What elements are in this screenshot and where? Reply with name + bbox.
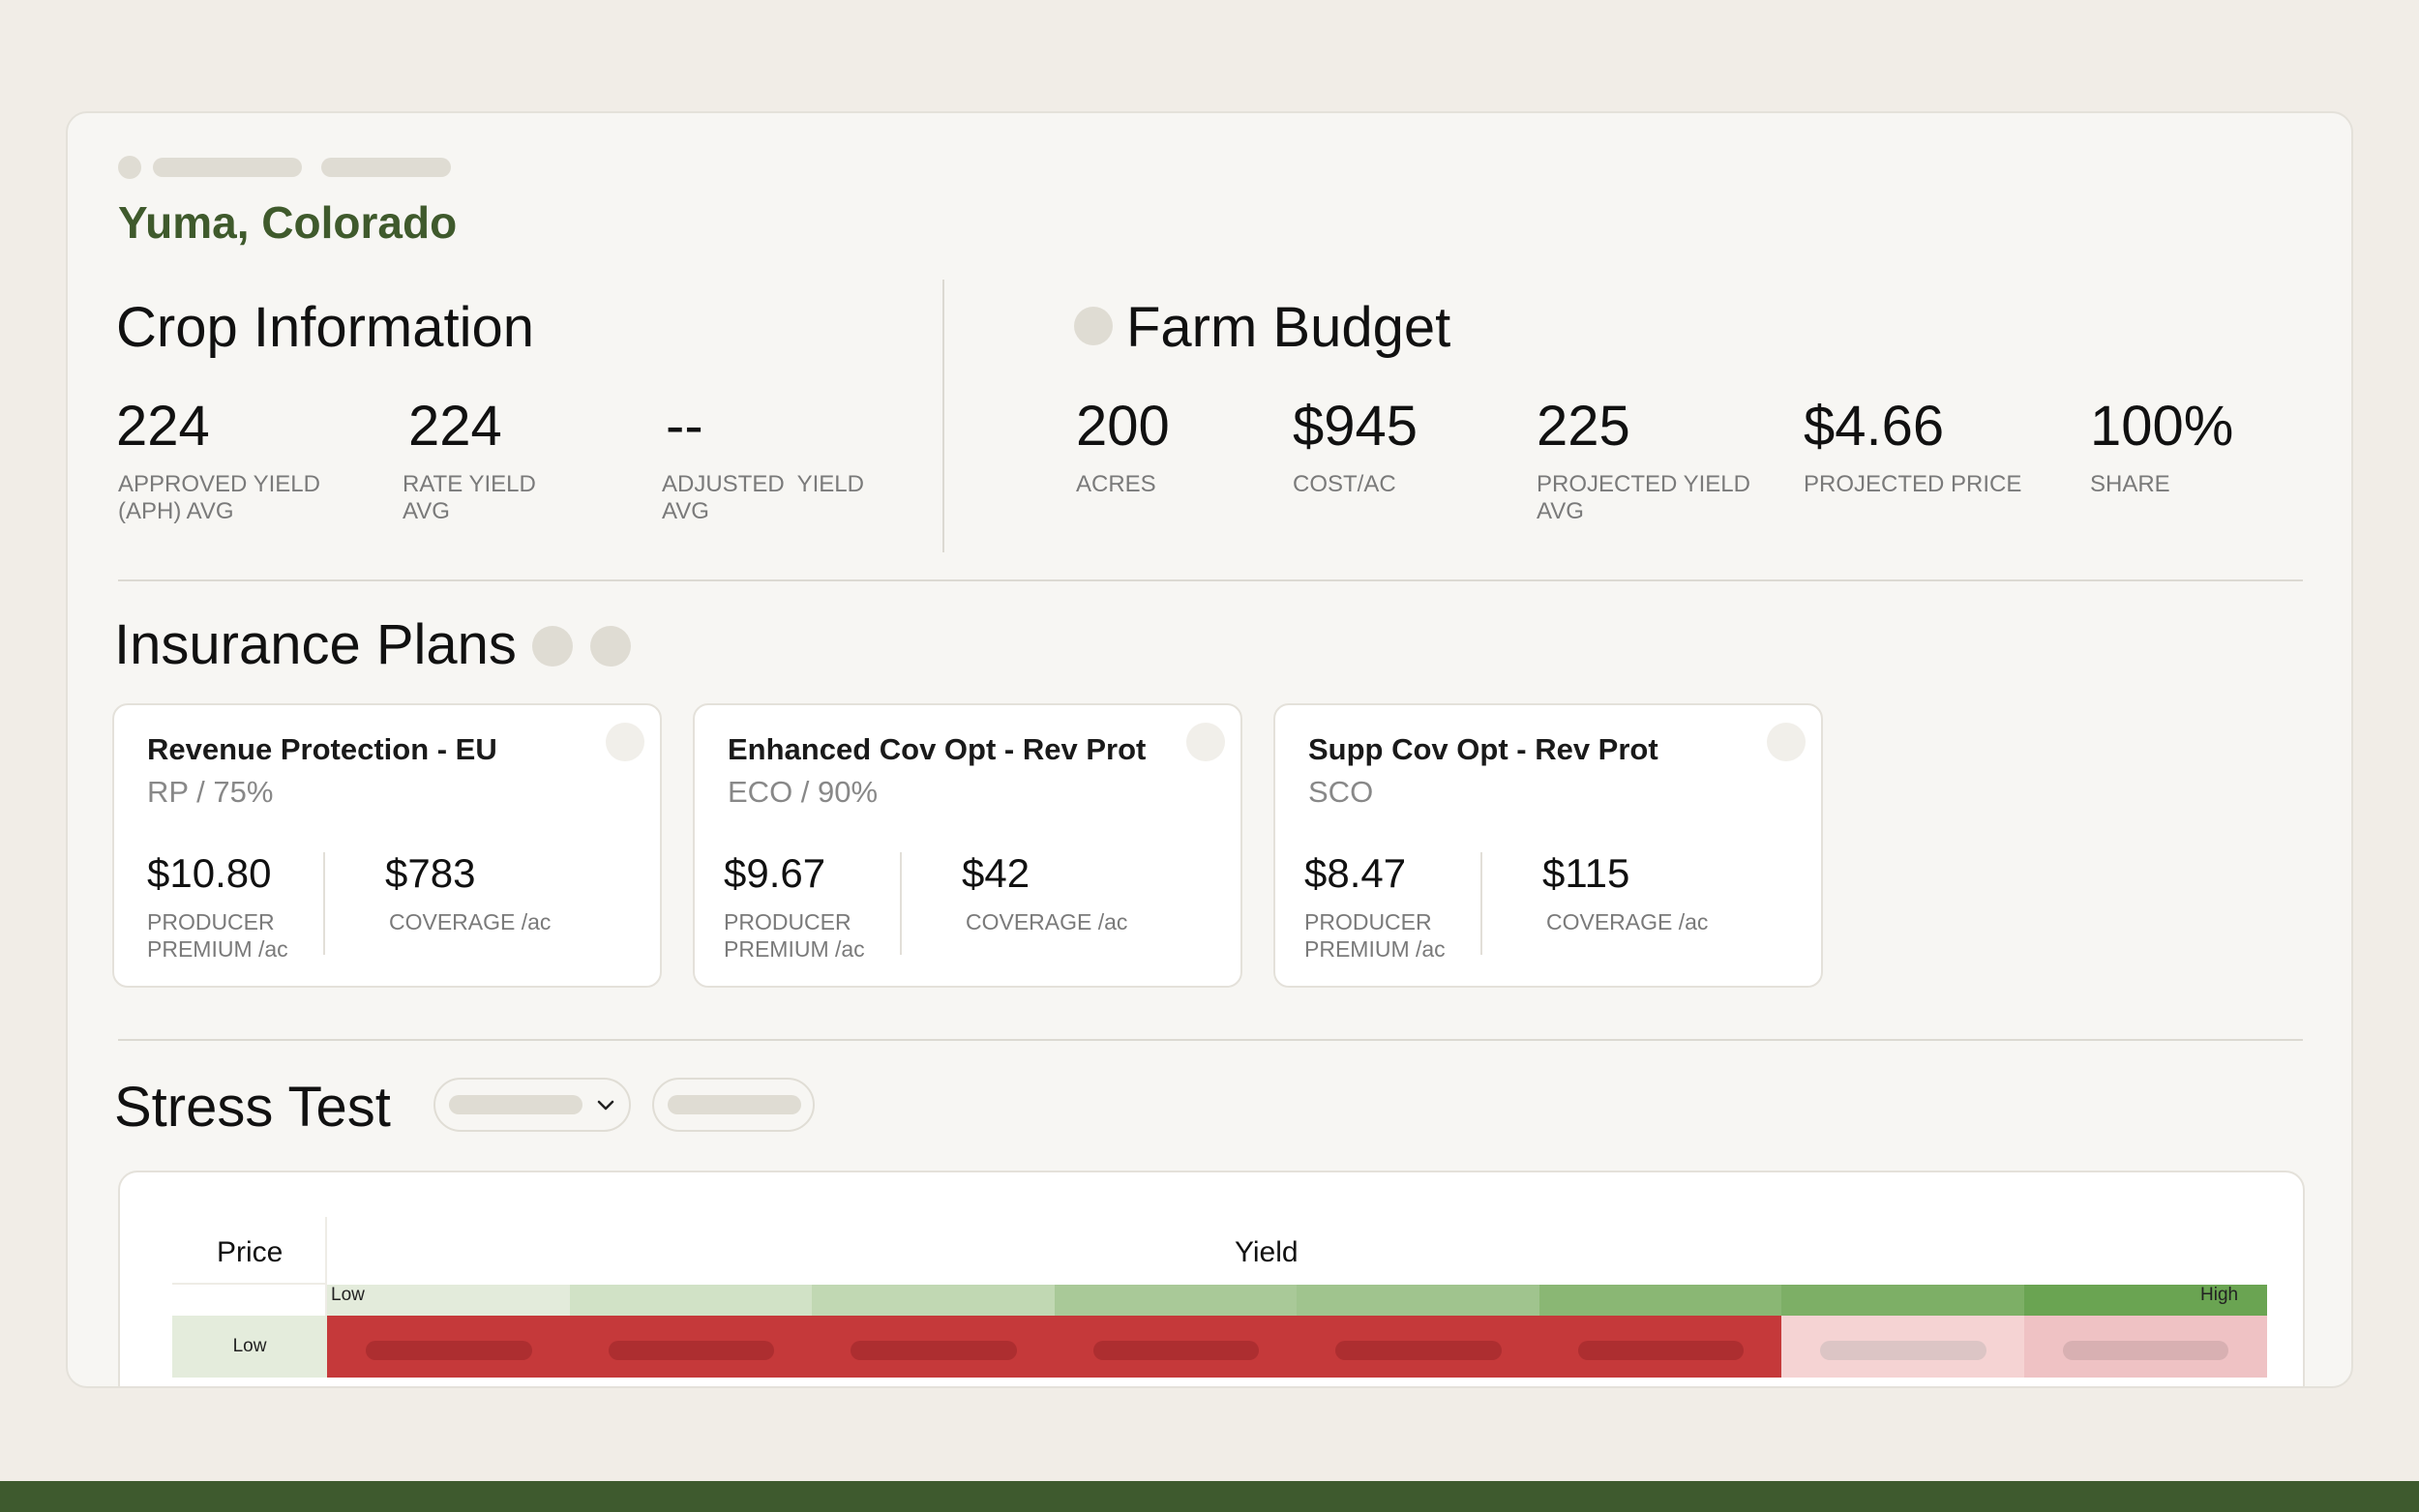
projected-price-value: $4.66 <box>1804 395 1945 458</box>
adjusted-yield-value: -- <box>666 395 703 458</box>
acres-label: ACRES <box>1076 471 1156 497</box>
coverage-label: COVERAGE /ac <box>389 909 552 934</box>
producer-premium-label: PRODUCER PREMIUM /ac <box>1304 909 1446 962</box>
section-divider-2 <box>118 1039 2303 1041</box>
farm-budget-title: Farm Budget <box>1126 296 1451 359</box>
plan-title: Supp Cov Opt - Rev Prot <box>1308 732 1658 766</box>
heat-cell[interactable] <box>1054 1316 1298 1378</box>
plan-subtitle: ECO / 90% <box>728 775 879 809</box>
coverage-value: $42 <box>962 850 1030 896</box>
heat-cell[interactable] <box>2023 1316 2267 1378</box>
producer-premium-value: $9.67 <box>724 850 826 896</box>
plan-separator <box>1480 852 1482 955</box>
grid-price-underline <box>172 1283 325 1285</box>
producer-premium-label: PRODUCER PREMIUM /ac <box>147 909 288 962</box>
heat-cell[interactable] <box>327 1316 571 1378</box>
yield-band-cell <box>812 1285 1056 1316</box>
toggle-placeholder <box>668 1095 801 1114</box>
grid-header-divider <box>325 1217 327 1316</box>
yield-low-label: Low <box>331 1285 365 1305</box>
rate-yield-value: 224 <box>408 395 502 458</box>
breadcrumb-placeholder-1[interactable] <box>153 158 302 177</box>
dropdown-placeholder <box>449 1095 582 1114</box>
heat-cell-value-placeholder <box>366 1341 532 1360</box>
approved-yield-value: 224 <box>116 395 210 458</box>
share-value: 100% <box>2090 395 2234 458</box>
plan-title: Revenue Protection - EU <box>147 732 497 766</box>
plan-subtitle: SCO <box>1308 775 1374 809</box>
chevron-down-icon <box>597 1100 614 1111</box>
breadcrumb-placeholder-2[interactable] <box>321 158 451 177</box>
plan-separator <box>323 852 325 955</box>
coverage-label: COVERAGE /ac <box>1546 909 1709 934</box>
yield-band-cell <box>1054 1285 1298 1316</box>
main-panel: Yuma, Colorado Crop Information 224 APPR… <box>66 111 2353 1388</box>
stress-test-dropdown[interactable] <box>433 1078 631 1132</box>
coverage-value: $783 <box>385 850 476 896</box>
location-title: Yuma, Colorado <box>118 197 458 248</box>
cost-per-acre-value: $945 <box>1293 395 1419 458</box>
price-low-cell: Low <box>172 1316 327 1378</box>
projected-yield-value: 225 <box>1537 395 1630 458</box>
coverage-label: COVERAGE /ac <box>966 909 1128 934</box>
yield-band-cell <box>327 1285 571 1316</box>
plan-menu-icon[interactable] <box>1767 723 1806 761</box>
stress-test-grid: Price Yield Low High Low <box>118 1171 2305 1386</box>
section-divider-1 <box>118 579 2303 581</box>
section-divider-vertical <box>942 280 944 552</box>
heat-cell[interactable] <box>812 1316 1056 1378</box>
adjusted-yield-label: ADJUSTED YIELD AVG <box>662 471 870 524</box>
yield-band-cell <box>569 1285 813 1316</box>
plan-card-eco[interactable]: Enhanced Cov Opt - Rev Prot ECO / 90% $9… <box>693 703 1242 988</box>
footer-bar <box>0 1481 2419 1512</box>
plan-card-sco[interactable]: Supp Cov Opt - Rev Prot SCO $8.47 PRODUC… <box>1273 703 1823 988</box>
approved-yield-label: APPROVED YIELD (APH) AVG <box>118 471 320 524</box>
stress-test-toggle[interactable] <box>652 1078 815 1132</box>
farm-budget-info-icon[interactable] <box>1074 307 1113 345</box>
cost-per-acre-label: COST/AC <box>1293 471 1396 497</box>
heat-cell-value-placeholder <box>2062 1341 2228 1360</box>
price-header: Price <box>217 1236 284 1268</box>
yield-high-label: High <box>2200 1285 2239 1305</box>
yield-band-cell <box>1781 1285 2025 1316</box>
plan-menu-icon[interactable] <box>1186 723 1225 761</box>
projected-price-label: PROJECTED PRICE <box>1804 471 2022 497</box>
breadcrumb-dot <box>118 156 141 179</box>
rate-yield-label: RATE YIELD AVG <box>403 471 536 524</box>
heat-cell-value-placeholder <box>1820 1341 1986 1360</box>
stress-test-title: Stress Test <box>114 1076 391 1139</box>
plan-separator <box>900 852 902 955</box>
insurance-action-icon-2[interactable] <box>590 626 631 667</box>
producer-premium-value: $10.80 <box>147 850 272 896</box>
heat-cell-value-placeholder <box>851 1341 1017 1360</box>
heat-cell[interactable] <box>1781 1316 2025 1378</box>
heat-cell[interactable] <box>1297 1316 1540 1378</box>
heat-cell-value-placeholder <box>608 1341 774 1360</box>
plan-menu-icon[interactable] <box>606 723 644 761</box>
yield-band-cell <box>1538 1285 1782 1316</box>
acres-value: 200 <box>1076 395 1170 458</box>
plan-subtitle: RP / 75% <box>147 775 274 809</box>
heat-cell-value-placeholder <box>1335 1341 1502 1360</box>
heat-cell[interactable] <box>569 1316 813 1378</box>
producer-premium-label: PRODUCER PREMIUM /ac <box>724 909 865 962</box>
insurance-plans-title: Insurance Plans <box>114 613 517 676</box>
heat-cell-value-placeholder <box>1092 1341 1259 1360</box>
yield-header: Yield <box>1235 1236 1299 1268</box>
producer-premium-value: $8.47 <box>1304 850 1407 896</box>
insurance-action-icon-1[interactable] <box>532 626 573 667</box>
heat-cell-value-placeholder <box>1577 1341 1744 1360</box>
plan-card-rp[interactable]: Revenue Protection - EU RP / 75% $10.80 … <box>112 703 662 988</box>
projected-yield-label: PROJECTED YIELD AVG <box>1537 471 1750 524</box>
crop-info-title: Crop Information <box>116 296 534 359</box>
share-label: SHARE <box>2090 471 2170 497</box>
yield-band-cell <box>1297 1285 1540 1316</box>
coverage-value: $115 <box>1542 850 1630 896</box>
yield-band-cell <box>2023 1285 2267 1316</box>
plan-title: Enhanced Cov Opt - Rev Prot <box>728 732 1147 766</box>
heat-cell[interactable] <box>1538 1316 1782 1378</box>
